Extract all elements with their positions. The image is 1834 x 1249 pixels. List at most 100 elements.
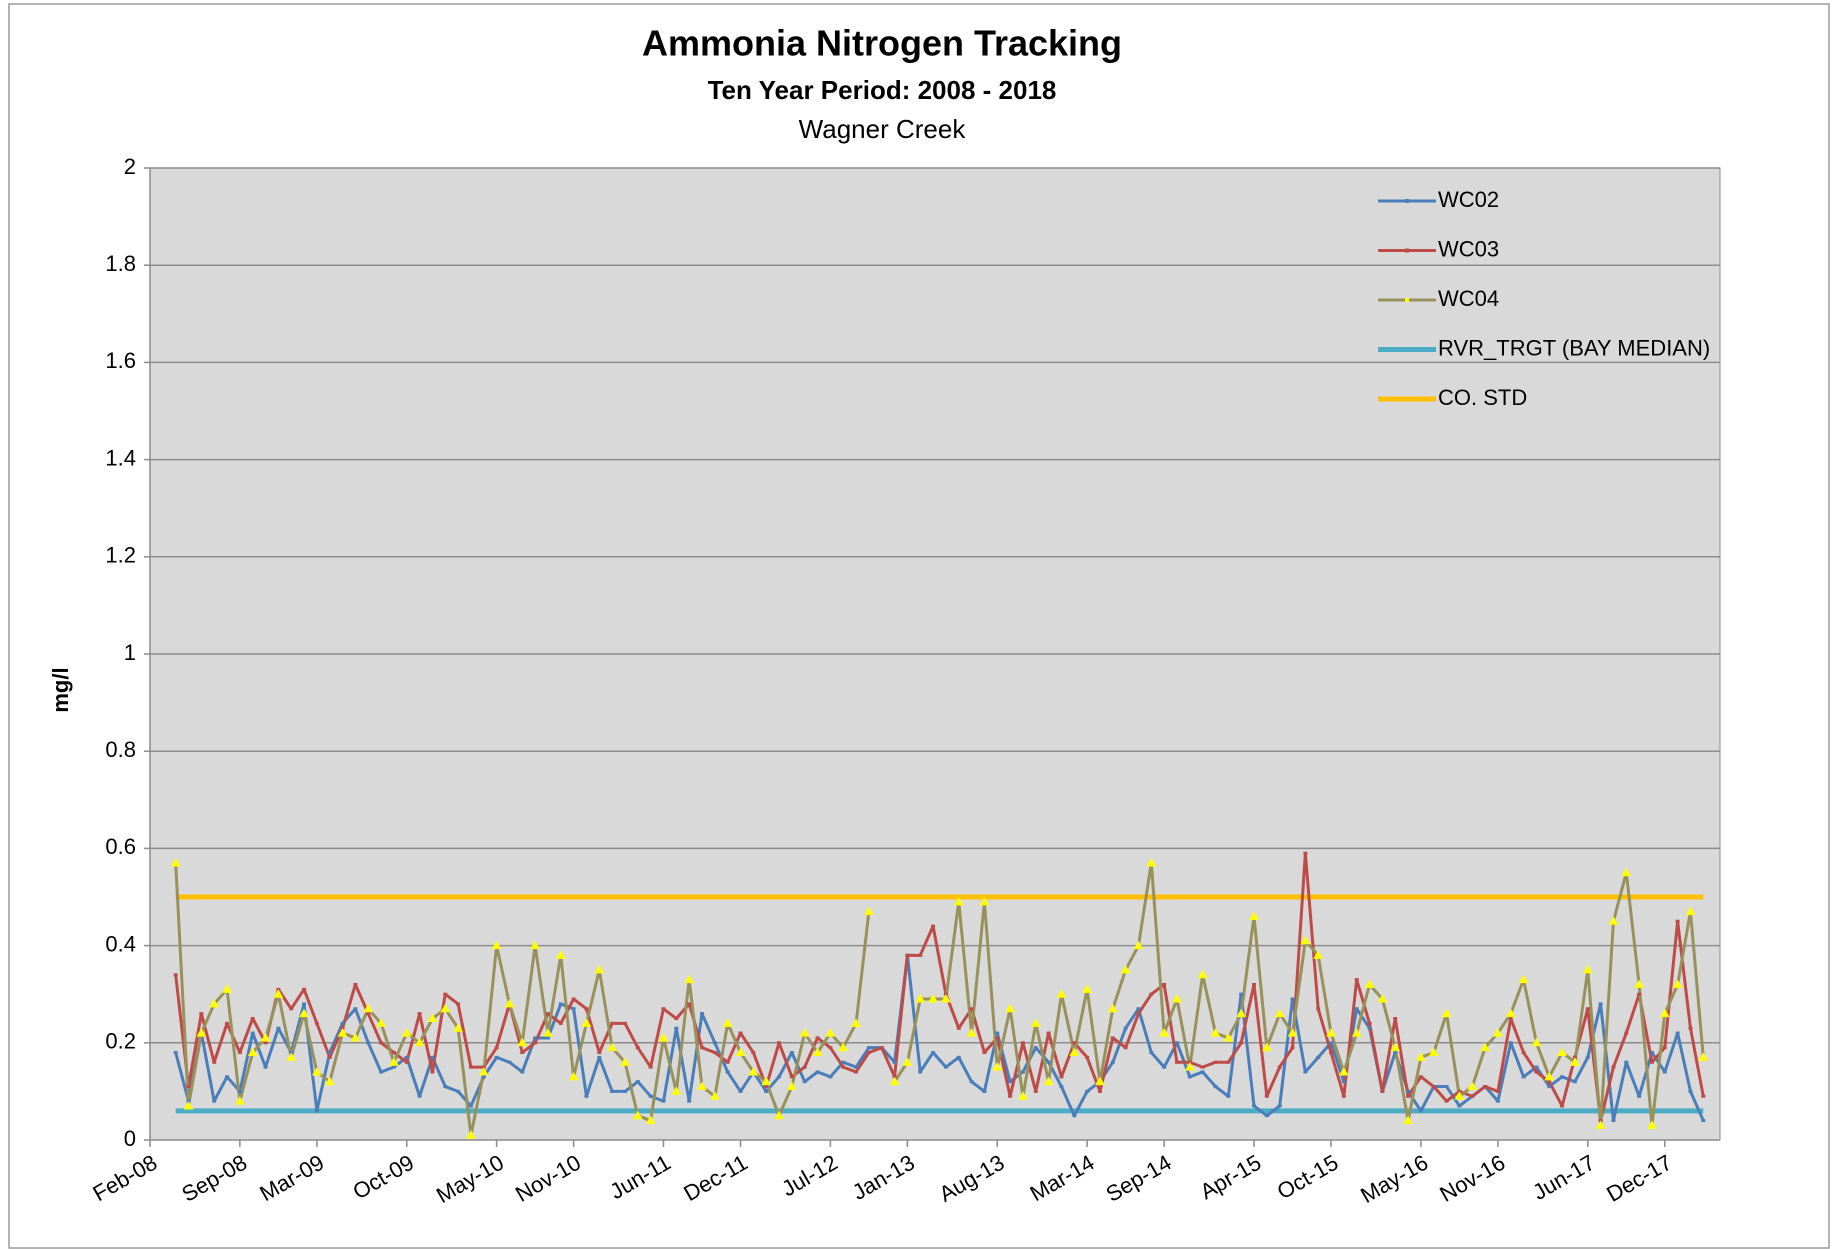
data-marker (1136, 1007, 1141, 1011)
data-marker (1313, 950, 1324, 959)
data-marker (1406, 1094, 1411, 1098)
data-marker (748, 1066, 759, 1076)
data-marker (225, 1021, 230, 1025)
data-marker (825, 1028, 836, 1037)
data-marker (1316, 1007, 1321, 1011)
data-marker (1547, 1080, 1552, 1084)
data-marker (1377, 994, 1388, 1003)
data-marker (173, 1051, 178, 1055)
plot-border (149, 167, 1721, 1141)
data-marker (841, 1065, 846, 1069)
data-marker (507, 1060, 512, 1064)
y-tick-label: 0 (124, 1126, 136, 1151)
data-marker (812, 1047, 823, 1057)
data-marker (312, 1066, 322, 1076)
data-marker (607, 1042, 618, 1052)
data-marker (1249, 911, 1259, 920)
data-marker (1595, 1120, 1606, 1129)
data-marker (1416, 1052, 1426, 1061)
data-marker (918, 1070, 923, 1074)
data-marker (1056, 989, 1067, 998)
y-tick-label: 1.4 (105, 445, 136, 470)
data-marker (1264, 1094, 1269, 1098)
data-marker (1393, 1017, 1398, 1020)
data-marker (1598, 1002, 1603, 1006)
data-marker (979, 896, 990, 906)
data-marker (466, 1130, 476, 1139)
data-marker (1200, 1065, 1205, 1069)
data-marker (905, 953, 910, 957)
data-marker (761, 1076, 772, 1086)
data-marker (260, 1032, 271, 1042)
data-marker (892, 1060, 897, 1064)
data-marker (992, 1062, 1003, 1071)
data-marker (404, 1060, 409, 1064)
data-marker (302, 1002, 307, 1006)
data-marker (725, 1070, 730, 1074)
legend-marker (1405, 248, 1409, 253)
y-tick-label: 0.8 (105, 737, 136, 762)
data-marker (1585, 1007, 1590, 1011)
data-marker (1637, 992, 1642, 996)
data-marker (1688, 1089, 1693, 1093)
data-marker (456, 1089, 461, 1093)
data-marker (815, 1036, 820, 1040)
data-marker (571, 1007, 576, 1011)
data-marker (545, 1012, 550, 1016)
data-marker (1380, 1089, 1385, 1093)
data-marker (1531, 1037, 1542, 1047)
data-marker (250, 1031, 255, 1035)
data-marker (183, 1100, 194, 1110)
data-marker (799, 1028, 810, 1037)
data-marker (1329, 1051, 1334, 1055)
data-marker (1200, 1070, 1205, 1074)
data-marker (276, 1026, 281, 1030)
data-marker (1008, 1080, 1013, 1084)
data-marker (545, 1036, 550, 1040)
data-marker (661, 1099, 666, 1103)
data-marker (1585, 1055, 1590, 1059)
data-marker (1059, 1085, 1064, 1089)
data-marker (1611, 1065, 1616, 1069)
data-marker (173, 973, 178, 977)
data-marker (389, 1057, 399, 1066)
data-marker (1277, 1104, 1282, 1108)
data-marker (764, 1089, 769, 1093)
data-marker (866, 1051, 871, 1055)
data-marker (1544, 1071, 1555, 1081)
data-marker (1239, 1041, 1244, 1045)
data-marker (774, 1110, 784, 1120)
data-marker (1239, 992, 1244, 996)
data-marker (1046, 1031, 1051, 1035)
data-marker (1560, 1104, 1565, 1108)
data-marker (1303, 851, 1308, 855)
data-marker (379, 1041, 384, 1045)
data-marker (658, 1032, 669, 1042)
data-marker (1252, 1104, 1257, 1108)
data-marker (1184, 1062, 1195, 1071)
data-marker (931, 1051, 936, 1055)
data-marker (1133, 940, 1144, 950)
data-marker (1030, 1018, 1041, 1027)
data-marker (1069, 1047, 1080, 1057)
data-marker (1662, 1070, 1667, 1074)
data-marker (1685, 906, 1696, 916)
data-marker (427, 1013, 438, 1022)
data-marker (1300, 935, 1311, 945)
data-marker (1008, 1094, 1013, 1098)
data-marker (494, 1055, 499, 1059)
data-marker (1290, 1046, 1295, 1050)
data-marker (1505, 1008, 1516, 1018)
data-marker (787, 1081, 797, 1091)
data-marker (456, 1002, 461, 1006)
data-marker (1213, 1060, 1218, 1064)
data-marker (1354, 978, 1359, 982)
data-marker (610, 1021, 615, 1025)
data-marker (568, 1071, 579, 1081)
data-marker (645, 1115, 656, 1125)
data-marker (1495, 1099, 1500, 1103)
data-marker (327, 1055, 332, 1059)
data-marker (828, 1075, 833, 1079)
data-marker (928, 994, 938, 1003)
